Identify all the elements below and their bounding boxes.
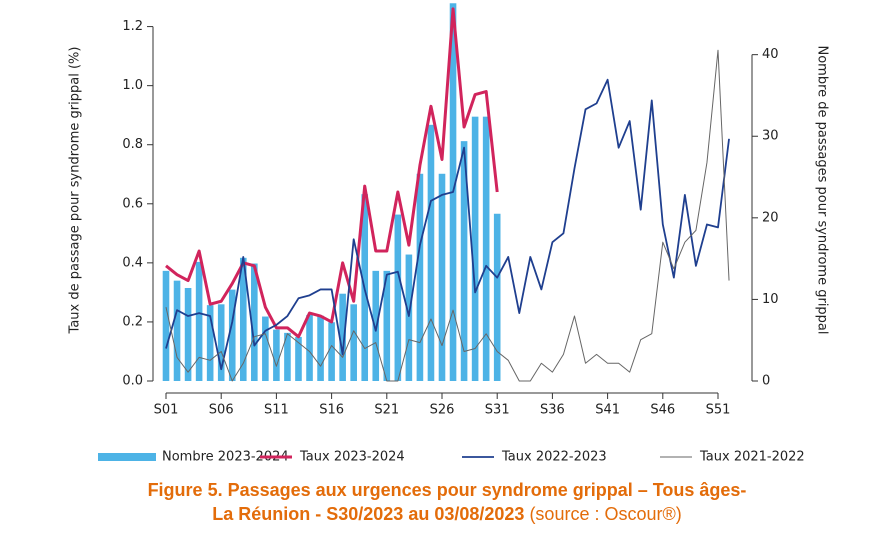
y-tick-label: 0.4: [122, 255, 143, 270]
legend-swatch: [98, 453, 156, 461]
legend-label: Taux 2022-2023: [501, 450, 607, 465]
chart-title: La Réunion - S30/2023 au 03/08/2023 (sou…: [212, 504, 681, 524]
bar: [328, 322, 335, 381]
bar: [273, 329, 280, 381]
bar: [251, 263, 258, 381]
y2-tick-label: 0: [762, 374, 770, 389]
y-tick-label: 0.2: [122, 314, 143, 329]
legend-label: Taux 2023-2024: [299, 450, 405, 465]
bar: [217, 304, 225, 381]
line: [165, 78, 730, 371]
bar: [195, 261, 203, 381]
bar: [206, 305, 214, 381]
bar: [162, 270, 170, 381]
bar: [471, 116, 479, 381]
bar: [284, 332, 291, 381]
bar: [339, 293, 346, 381]
bar: [184, 287, 192, 381]
bar: [372, 270, 380, 381]
y2-tick-label: 20: [762, 210, 779, 225]
line: [165, 7, 499, 339]
y2-tick-label: 10: [762, 292, 779, 307]
y-tick-label: 0.0: [122, 374, 143, 389]
bar: [239, 257, 247, 381]
x-tick-label: S16: [319, 403, 344, 418]
y-tick-label: 1.0: [122, 78, 143, 93]
y2-axis-label: Nombre de passages pour syndrome grippal: [815, 45, 830, 334]
bar: [306, 314, 313, 381]
x-tick-label: S31: [485, 403, 510, 418]
y2-tick-label: 40: [762, 47, 779, 62]
y-tick-label: 0.6: [122, 196, 143, 211]
x-tick-label: S26: [430, 403, 455, 418]
x-tick-label: S46: [650, 403, 675, 418]
bar: [394, 214, 402, 381]
line: [165, 49, 730, 382]
chart-title-line: La Réunion - S30/2023 au 03/08/2023: [212, 504, 524, 524]
legend-label: Nombre 2023-2024: [162, 450, 289, 465]
x-tick-label: S36: [540, 403, 565, 418]
bar: [262, 316, 269, 381]
bar: [482, 116, 490, 381]
bar: [173, 280, 181, 381]
bar: [460, 141, 468, 381]
bar: [228, 289, 236, 381]
x-tick-label: S06: [209, 403, 234, 418]
y-axis-label: Taux de passage pour syndrome grippal (%…: [68, 47, 83, 335]
bar: [405, 254, 413, 381]
source: (source : Oscour®): [529, 504, 681, 524]
x-tick-label: S11: [264, 403, 289, 418]
x-tick-label: S21: [374, 403, 399, 418]
y-tick-label: 0.8: [122, 137, 143, 152]
legend-label: Taux 2021-2022: [699, 450, 805, 465]
x-tick-label: S01: [154, 403, 179, 418]
x-tick-label: S51: [706, 403, 731, 418]
y2-tick-label: 30: [762, 129, 779, 144]
x-tick-label: S41: [595, 403, 620, 418]
bar: [383, 270, 391, 381]
bar: [493, 213, 501, 381]
bar: [416, 173, 424, 381]
y-tick-label: 1.2: [122, 19, 143, 34]
bar: [295, 336, 302, 381]
bar: [438, 173, 446, 381]
bar: [317, 315, 324, 381]
bar: [350, 304, 357, 381]
chart-title: Figure 5. Passages aux urgences pour syn…: [148, 480, 747, 500]
bar: [427, 124, 435, 382]
